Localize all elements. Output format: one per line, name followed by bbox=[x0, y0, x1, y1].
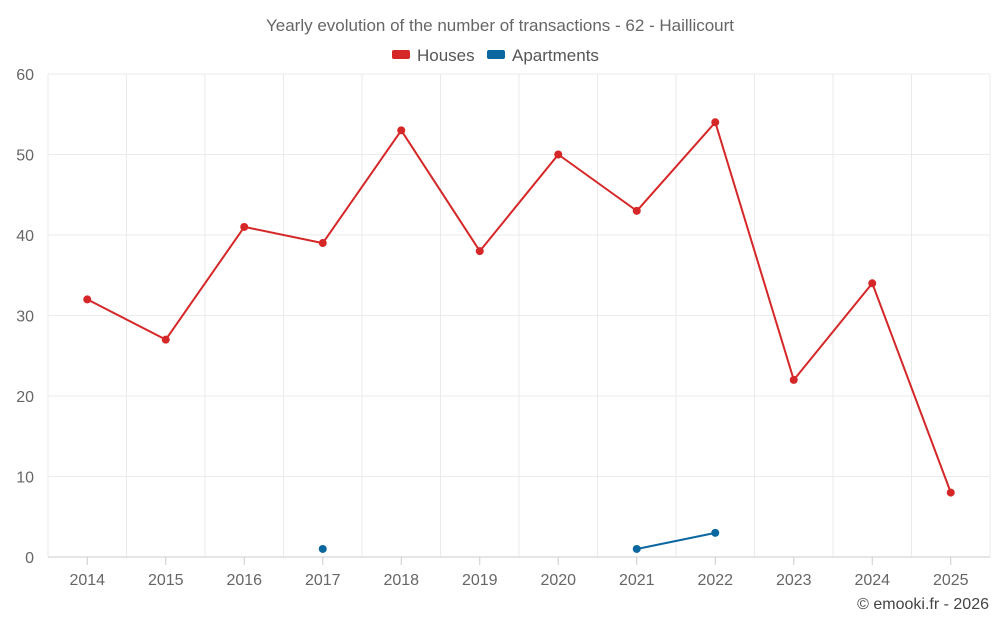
data-point-houses[interactable] bbox=[318, 239, 327, 248]
legend-label-apartments: Apartments bbox=[512, 46, 599, 65]
data-point-houses[interactable] bbox=[240, 222, 249, 231]
legend: Houses Apartments bbox=[392, 46, 599, 65]
x-tick-label: 2023 bbox=[776, 572, 812, 589]
data-point-apartments[interactable] bbox=[632, 544, 641, 553]
y-tick-label: 40 bbox=[16, 228, 34, 245]
data-point-houses[interactable] bbox=[397, 126, 406, 135]
data-point-houses[interactable] bbox=[161, 335, 170, 344]
credit-text: © emooki.fr - 2026 bbox=[857, 596, 989, 613]
x-tick-label: 2016 bbox=[226, 572, 262, 589]
data-point-apartments[interactable] bbox=[318, 544, 327, 553]
series-line-houses bbox=[86, 121, 952, 493]
data-point-houses[interactable] bbox=[475, 247, 484, 256]
data-point-houses[interactable] bbox=[83, 295, 92, 304]
data-point-houses[interactable] bbox=[868, 279, 877, 288]
x-tick-label: 2021 bbox=[619, 572, 655, 589]
data-point-houses[interactable] bbox=[789, 375, 798, 384]
x-tick-label: 2024 bbox=[854, 572, 890, 589]
x-tick-label: 2022 bbox=[697, 572, 733, 589]
y-tick-label: 60 bbox=[16, 67, 34, 84]
grid bbox=[47, 73, 991, 557]
x-tick-label: 2019 bbox=[462, 572, 498, 589]
x-tick-label: 2014 bbox=[69, 572, 105, 589]
y-tick-label: 10 bbox=[16, 470, 34, 487]
x-tick-label: 2025 bbox=[933, 572, 969, 589]
data-point-houses[interactable] bbox=[632, 206, 641, 215]
axes: 0 10 20 30 40 50 60 2014 2015 2016 2017 2018 2019 202… bbox=[16, 67, 990, 589]
x-tick-label: 2020 bbox=[540, 572, 576, 589]
data-point-houses[interactable] bbox=[946, 488, 955, 497]
data-point-houses[interactable] bbox=[554, 150, 563, 159]
legend-item-apartments[interactable]: Apartments bbox=[487, 46, 599, 65]
data-point-houses[interactable] bbox=[711, 118, 720, 127]
x-tick-label: 2018 bbox=[383, 572, 419, 589]
y-tick-label: 20 bbox=[16, 389, 34, 406]
series-line-apartments bbox=[636, 531, 716, 550]
legend-item-houses[interactable]: Houses bbox=[392, 46, 475, 65]
x-tick-label: 2017 bbox=[305, 572, 341, 589]
legend-label-houses: Houses bbox=[417, 46, 475, 65]
chart-title: Yearly evolution of the number of transa… bbox=[266, 16, 734, 35]
y-tick-label: 50 bbox=[16, 148, 34, 165]
series bbox=[83, 118, 955, 553]
y-tick-label: 0 bbox=[25, 550, 34, 567]
legend-swatch-houses bbox=[392, 50, 410, 59]
y-tick-label: 30 bbox=[16, 309, 34, 326]
legend-swatch-apartments bbox=[487, 50, 505, 59]
x-tick-label: 2015 bbox=[148, 572, 184, 589]
data-point-apartments[interactable] bbox=[711, 528, 720, 537]
